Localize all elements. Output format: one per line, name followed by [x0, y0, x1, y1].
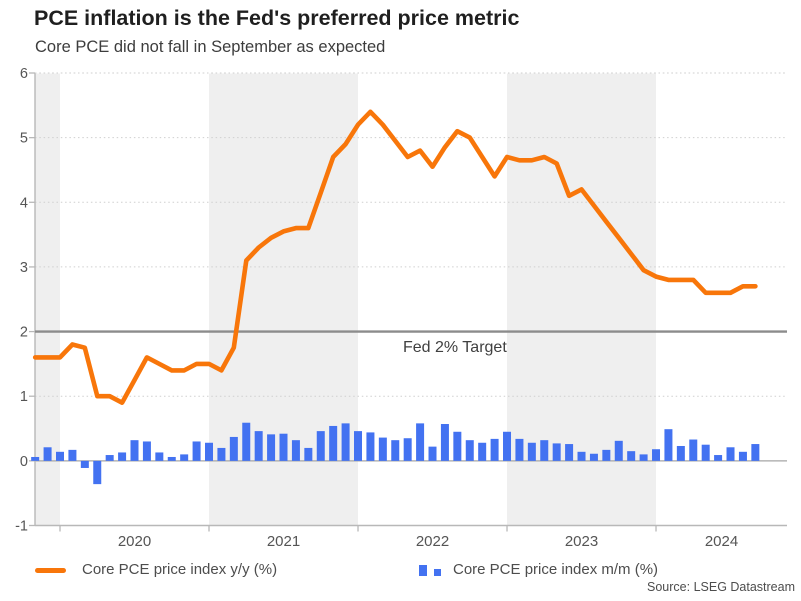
line-series-swatch-icon	[35, 568, 66, 573]
chart-title: PCE inflation is the Fed's preferred pri…	[34, 6, 520, 30]
svg-text:2023: 2023	[565, 533, 598, 550]
svg-text:6: 6	[20, 66, 28, 82]
source-credit: Source: LSEG Datastream	[647, 580, 795, 594]
svg-text:2: 2	[20, 325, 28, 341]
svg-text:3: 3	[20, 260, 28, 276]
svg-text:1: 1	[20, 389, 28, 405]
bar-series-swatch-icon	[419, 565, 441, 576]
legend-label-mm: Core PCE price index m/m (%)	[453, 561, 659, 578]
chart-subtitle: Core PCE did not fall in September as ex…	[35, 38, 386, 56]
legend-label-yy: Core PCE price index y/y (%)	[82, 561, 278, 578]
svg-text:2024: 2024	[705, 533, 738, 550]
svg-text:0: 0	[20, 454, 28, 470]
fed-target-label: Fed 2% Target	[403, 339, 507, 356]
svg-text:2020: 2020	[118, 533, 151, 550]
svg-text:5: 5	[20, 131, 28, 147]
svg-text:4: 4	[20, 195, 28, 211]
svg-text:-1: -1	[15, 519, 28, 535]
legend-item-mm: Core PCE price index m/m (%)	[419, 557, 658, 579]
svg-text:2022: 2022	[416, 533, 449, 550]
legend-item-yy: Core PCE price index y/y (%)	[35, 557, 277, 579]
svg-text:2021: 2021	[267, 533, 300, 550]
